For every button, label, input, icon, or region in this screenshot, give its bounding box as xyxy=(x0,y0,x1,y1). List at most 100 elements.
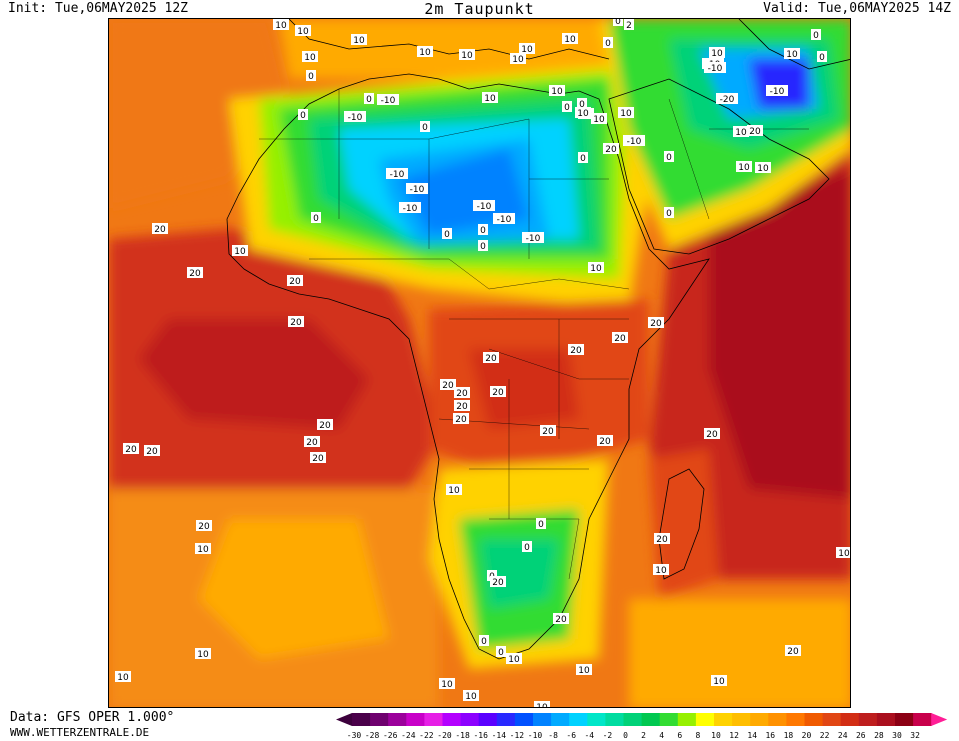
contour-label-text: 20 xyxy=(706,430,718,440)
contour-label: 20 xyxy=(704,428,720,440)
contour-label-text: 0 xyxy=(313,214,319,224)
field-sahara-deepblue xyxy=(399,149,529,234)
contour-label-text: -10 xyxy=(627,137,642,147)
contour-label-box xyxy=(351,34,367,45)
contour-label-box xyxy=(522,541,532,552)
contour-label-box xyxy=(453,413,469,424)
contour-label: 0 xyxy=(536,518,546,530)
contour-label-text: 10 xyxy=(197,545,209,555)
contour-label-text: 20 xyxy=(154,225,166,235)
contour-label: 0 xyxy=(562,101,572,113)
contour-label-box xyxy=(446,484,462,495)
legend-tick-label: 2 xyxy=(641,731,646,740)
legend-swatch xyxy=(732,713,751,726)
legend-tick-label: -30 xyxy=(347,731,362,740)
contour-label-box xyxy=(553,613,569,624)
contour-label-text: 10 xyxy=(620,109,632,119)
border xyxy=(428,118,530,259)
contour-label-box xyxy=(766,85,788,96)
contour-label-box xyxy=(454,400,470,411)
contour-label-box xyxy=(310,452,326,463)
contour-label: 10 xyxy=(463,690,479,702)
contour-label-text: 0 xyxy=(538,520,544,530)
contour-label-box xyxy=(195,543,211,554)
contour-label-text: -10 xyxy=(526,234,541,244)
dewpoint-map: 101010101010100100210010100-100-20-10-10… xyxy=(108,18,851,708)
contour-label-box xyxy=(187,267,203,278)
legend-swatch xyxy=(587,713,606,726)
border xyxy=(309,258,630,290)
contour-label: 20 xyxy=(123,443,139,455)
contour-label-text: 20 xyxy=(542,427,554,437)
legend-swatch xyxy=(352,713,371,726)
legend-tick-label: -24 xyxy=(401,731,416,740)
contour-label: 10 xyxy=(576,664,592,676)
contour-label-text: 10 xyxy=(508,655,520,665)
contour-label-box xyxy=(603,143,619,154)
contour-label-text: 10 xyxy=(117,673,129,683)
contour-label-text: 10 xyxy=(484,94,496,104)
contour-label-box xyxy=(493,213,515,224)
legend-swatch xyxy=(551,713,570,726)
contour-label-box xyxy=(623,135,645,146)
contour-label-text: 10 xyxy=(738,163,750,173)
contour-label-box xyxy=(664,151,674,162)
contour-label-box xyxy=(704,62,726,73)
contour-label: 20 xyxy=(453,413,469,425)
contour-label-box xyxy=(490,576,506,587)
legend-tick-label: -12 xyxy=(510,731,525,740)
contour-label-box xyxy=(406,183,428,194)
contour-label-text: 10 xyxy=(234,247,246,257)
contour-label-box xyxy=(709,47,725,58)
contour-label-box xyxy=(817,51,827,62)
contour-label-box xyxy=(306,70,316,81)
contour-label-box xyxy=(304,436,320,447)
contour-label: 10 xyxy=(232,245,248,257)
contour-label: -20 xyxy=(716,93,738,105)
contour-label-box xyxy=(478,240,488,251)
legend-tick-label: 4 xyxy=(659,731,664,740)
contour-label-box xyxy=(386,168,408,179)
contour-label-text: 20 xyxy=(650,319,662,329)
contour-label: 20 xyxy=(187,267,203,279)
contour-label-text: -10 xyxy=(390,170,405,180)
color-scale-legend: -30 -28 -26 -24 -22 -20 -18 -16 -14 -12 -10 -8 -6 -4-… xyxy=(336,713,948,740)
contour-label-text: 10 xyxy=(757,164,769,174)
contour-label: 20 xyxy=(440,379,456,391)
contour-label-box xyxy=(311,212,321,223)
europe-coastline xyxy=(288,19,610,60)
contour-label-text: 10 xyxy=(564,35,576,45)
legend-swatch xyxy=(695,713,715,726)
contour-label-box xyxy=(196,520,212,531)
contour-label: 10 xyxy=(549,85,565,97)
field-south-atlantic-dry xyxy=(199,519,389,659)
contour-label-text: 20 xyxy=(125,445,137,455)
contour-label: 20 xyxy=(196,520,212,532)
legend-swatch xyxy=(714,713,733,726)
legend-tick-label: -10 xyxy=(528,731,543,740)
contour-label: 0 xyxy=(664,151,674,163)
contour-label-text: 0 xyxy=(422,123,428,133)
contour-label-text: -10 xyxy=(381,96,396,106)
contour-label-box xyxy=(591,113,607,124)
contour-label-box xyxy=(648,317,664,328)
contour-label-text: 10 xyxy=(461,51,473,61)
contour-label-text: 10 xyxy=(655,566,667,576)
contour-label-text: 10 xyxy=(786,50,798,60)
contour-label-text: 20 xyxy=(306,438,318,448)
contour-label-box xyxy=(496,646,506,657)
contour-label-text: 0 xyxy=(524,543,530,553)
legend-tick-label: 32 xyxy=(910,731,920,740)
contour-label-box xyxy=(115,671,131,682)
legend-swatch xyxy=(460,713,480,726)
contour-label-box xyxy=(576,664,592,675)
contour-label: 10 xyxy=(459,49,475,61)
legend-tick-label: 0 xyxy=(623,731,628,740)
contour-label: 0 xyxy=(442,228,452,240)
contour-label-text: 10 xyxy=(448,486,460,496)
contour-label: 10 xyxy=(709,47,725,59)
contour-label-text: 20 xyxy=(492,578,504,588)
contour-label-text: 0 xyxy=(813,31,819,41)
contour-label: 0 xyxy=(420,121,430,133)
contour-label-box xyxy=(482,92,498,103)
